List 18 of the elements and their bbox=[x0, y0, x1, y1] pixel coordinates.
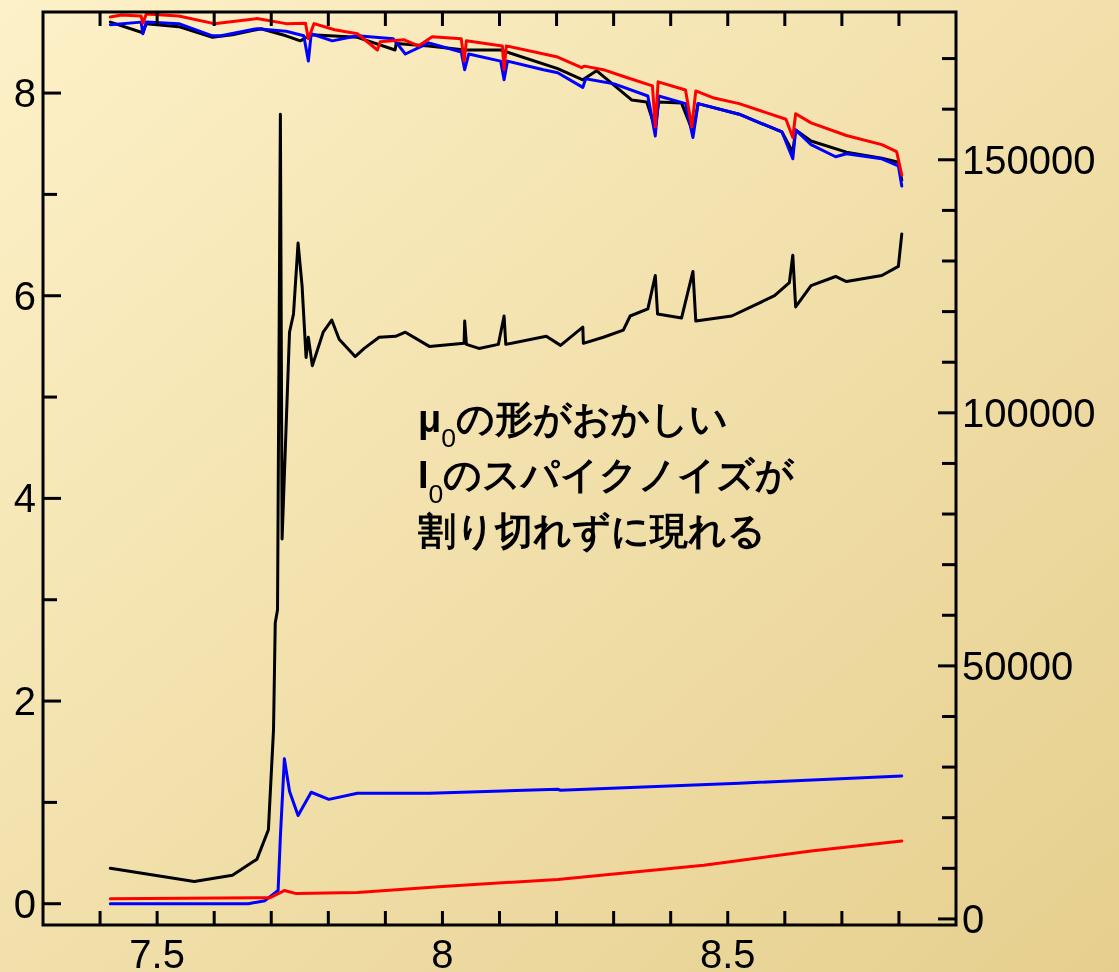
line-series bbox=[108, 757, 904, 906]
y-tick-label: 4 bbox=[13, 476, 36, 521]
x-tick-label: 8 bbox=[431, 932, 454, 972]
x-tick-label: 8.5 bbox=[699, 932, 756, 972]
annotation: I$_{0}$のスパイクノイズが bbox=[418, 454, 796, 509]
annotation: μ$_{0}$の形がおかしい bbox=[418, 398, 729, 453]
y2-tick-label: 0 bbox=[962, 896, 985, 941]
y2-tick-label: 100000 bbox=[962, 390, 1096, 435]
y-tick-label: 2 bbox=[13, 679, 36, 724]
y-tick-label: 0 bbox=[13, 881, 36, 926]
y-tick-label: 6 bbox=[13, 273, 36, 318]
y2-tick-label: 150000 bbox=[962, 137, 1096, 182]
x-tick-label: 7.5 bbox=[129, 932, 185, 972]
y-tick-label: 8 bbox=[13, 71, 36, 116]
line-series bbox=[108, 839, 904, 901]
line-series bbox=[108, 112, 904, 883]
annotation: 割り切れずに現れる bbox=[418, 510, 766, 553]
y2-tick-label: 50000 bbox=[962, 643, 1074, 688]
